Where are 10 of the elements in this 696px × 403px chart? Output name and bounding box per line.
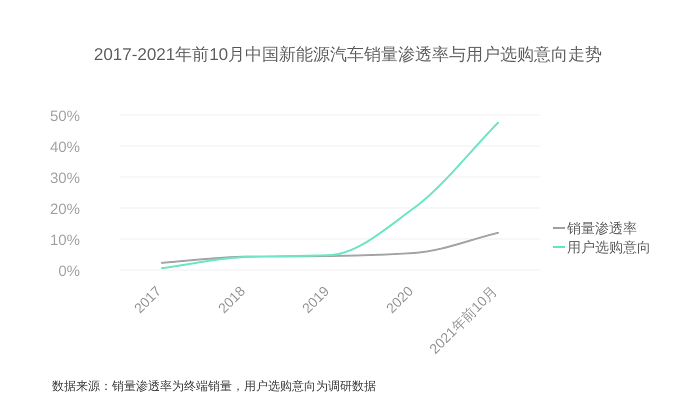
y-tick-label: 10% xyxy=(50,232,80,249)
chart-title: 2017-2021年前10月中国新能源汽车销量渗透率与用户选购意向走势 xyxy=(94,45,602,64)
y-tick-label: 30% xyxy=(50,170,80,187)
y-tick-label: 50% xyxy=(50,108,80,125)
legend-label: 用户选购意向 xyxy=(567,239,651,255)
y-tick-label: 40% xyxy=(50,139,80,156)
source-note: 数据来源：销量渗透率为终端销量，用户选购意向为调研数据 xyxy=(52,379,376,393)
legend-label: 销量渗透率 xyxy=(566,220,637,236)
y-tick-label: 0% xyxy=(58,263,80,280)
y-tick-label: 20% xyxy=(50,201,80,218)
